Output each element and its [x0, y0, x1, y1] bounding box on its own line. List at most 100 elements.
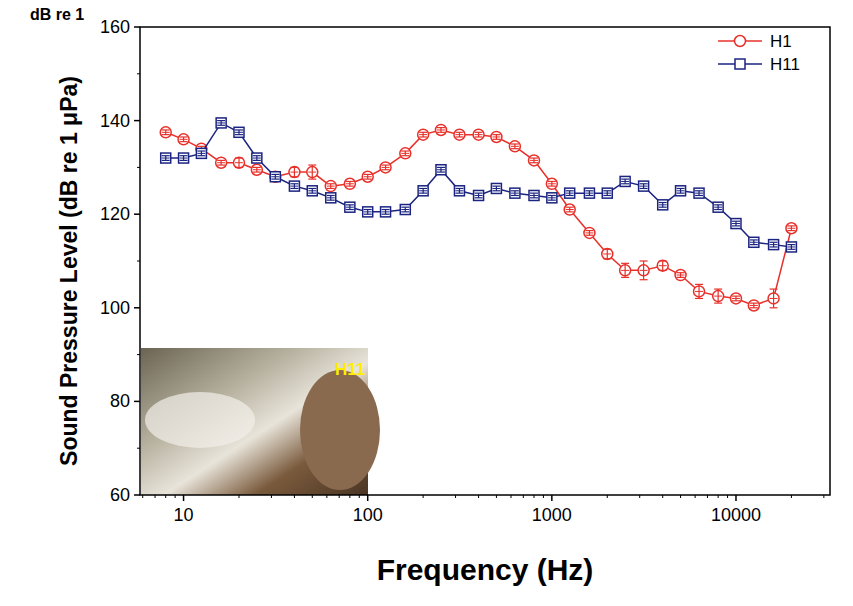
- error-bar-cap: [271, 179, 279, 180]
- marker: [344, 178, 355, 189]
- error-bar-cap: [640, 188, 648, 189]
- marker: [363, 207, 373, 217]
- legend-label: H1: [770, 32, 792, 51]
- error-bar-mid: [492, 136, 500, 137]
- error-bar-cap: [548, 195, 556, 196]
- error-bar-mid: [677, 275, 685, 276]
- error-bar-mid: [235, 132, 243, 133]
- legend-marker: [735, 59, 745, 69]
- error-bar-cap: [346, 209, 354, 210]
- x-minor-tick: [478, 495, 479, 498]
- error-bar-cap: [455, 136, 463, 137]
- marker: [380, 162, 391, 173]
- error-bar: [419, 188, 427, 193]
- error-bar-cap: [603, 258, 611, 259]
- error-bar-cap: [770, 288, 778, 289]
- marker: [657, 260, 668, 271]
- error-bar-mid: [308, 172, 316, 173]
- error-bar: [770, 242, 778, 247]
- error-bar-cap: [308, 193, 316, 194]
- error-bar-cap: [677, 277, 685, 278]
- x-tick-label: 100: [353, 505, 383, 525]
- marker: [233, 157, 244, 168]
- plot-frame: [140, 27, 830, 495]
- error-bar-cap: [364, 214, 372, 215]
- error-bar-cap: [621, 183, 629, 184]
- error-bar-mid: [511, 146, 519, 147]
- error-bar: [750, 240, 758, 245]
- error-bar: [492, 135, 500, 140]
- error-bar: [308, 165, 316, 179]
- error-bar: [162, 156, 170, 161]
- error-bar-cap: [253, 160, 261, 161]
- error-bar: [437, 167, 445, 172]
- error-bar: [180, 137, 188, 142]
- marker: [547, 193, 557, 203]
- error-bar-cap: [401, 207, 409, 208]
- error-bar-mid: [455, 190, 463, 191]
- error-bar-mid: [750, 242, 758, 243]
- x-minor-tick: [175, 495, 176, 498]
- error-bar-cap: [346, 181, 354, 182]
- error-bar-cap: [217, 120, 225, 121]
- error-bar-cap: [437, 127, 445, 128]
- marker: [418, 129, 429, 140]
- error-bar-cap: [530, 162, 538, 163]
- x-minor-tick: [791, 495, 792, 498]
- marker: [509, 141, 520, 152]
- marker: [381, 207, 391, 217]
- marker: [786, 223, 797, 234]
- error-bar-mid: [180, 158, 188, 159]
- x-minor-tick: [349, 495, 350, 498]
- error-bar-cap: [308, 179, 316, 180]
- error-bar-mid: [455, 134, 463, 135]
- error-bar-cap: [732, 296, 740, 297]
- y-tick-label: 120: [100, 204, 130, 224]
- error-bar-mid: [346, 207, 354, 208]
- error-bar-cap: [271, 179, 279, 180]
- error-bar-cap: [585, 195, 593, 196]
- error-bar-mid: [659, 265, 667, 266]
- error-bar-cap: [492, 186, 500, 187]
- y-minor-tick: [137, 354, 140, 355]
- error-bar: [290, 167, 298, 176]
- error-bar: [235, 130, 243, 135]
- error-bar: [217, 160, 225, 165]
- error-bar: [640, 184, 648, 189]
- marker: [474, 190, 484, 200]
- chart: H11608010012014016010100100010000Frequen…: [0, 0, 853, 606]
- error-bar-cap: [787, 230, 795, 231]
- error-bar-mid: [511, 193, 519, 194]
- error-bar: [271, 174, 279, 179]
- error-bar: [364, 174, 372, 179]
- x-minor-tick: [510, 495, 511, 498]
- error-bar-cap: [162, 129, 170, 130]
- error-bar-mid: [253, 169, 261, 170]
- error-bar-cap: [530, 197, 538, 198]
- error-bar-cap: [732, 221, 740, 222]
- marker: [251, 164, 262, 175]
- x-minor-tick: [294, 495, 295, 498]
- marker: [564, 204, 575, 215]
- error-bar: [640, 261, 648, 280]
- x-minor-tick: [238, 495, 239, 498]
- marker: [529, 190, 539, 200]
- x-tick-label: 1000: [532, 505, 572, 525]
- error-bar: [511, 191, 519, 196]
- error-bar-mid: [290, 172, 298, 173]
- error-bar: [346, 205, 354, 210]
- marker: [418, 186, 428, 196]
- x-minor-tick: [359, 495, 360, 498]
- error-bar-cap: [364, 174, 372, 175]
- marker: [602, 248, 613, 259]
- error-bar-cap: [217, 164, 225, 165]
- y-tick-label: 60: [110, 485, 130, 505]
- error-bar-mid: [492, 188, 500, 189]
- error-bar-cap: [401, 155, 409, 156]
- error-bar-cap: [290, 167, 298, 168]
- error-bar-mid: [548, 183, 556, 184]
- error-bar-cap: [621, 263, 629, 264]
- marker: [694, 188, 704, 198]
- error-bar-cap: [585, 230, 593, 231]
- error-bar-cap: [566, 190, 574, 191]
